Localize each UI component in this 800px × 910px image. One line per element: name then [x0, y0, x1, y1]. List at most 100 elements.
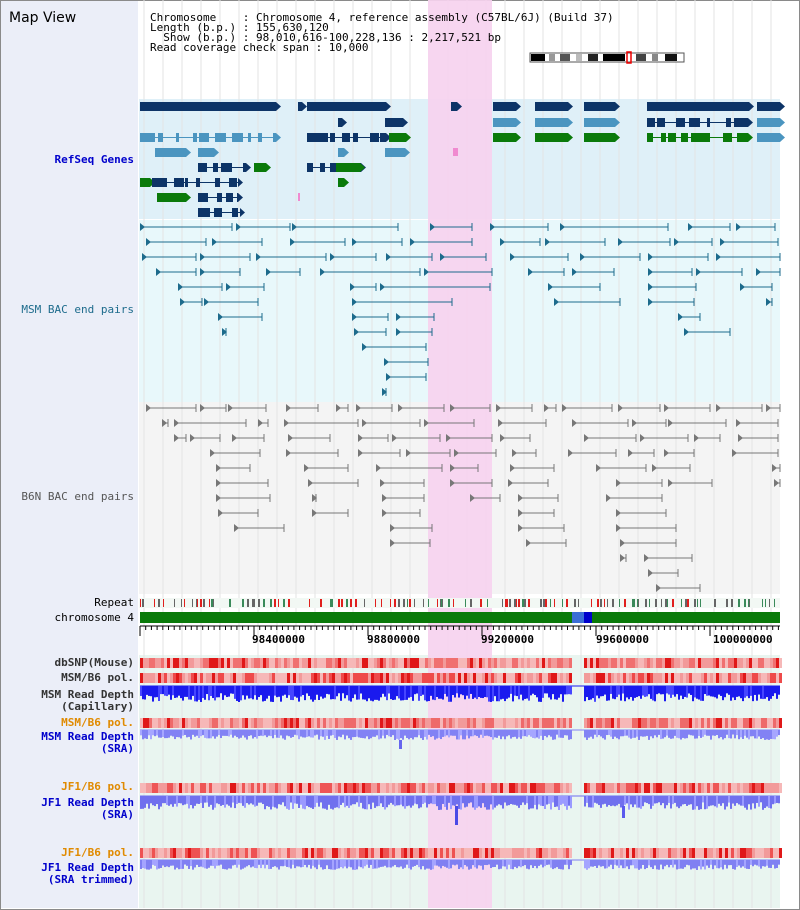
read-depth-bar	[444, 860, 446, 867]
read-depth-bar	[150, 730, 152, 740]
polymorphism-cell	[746, 658, 749, 668]
b6n-bac-pair-end	[508, 479, 513, 487]
polymorphism-cell	[410, 658, 413, 668]
read-depth-bar	[522, 730, 524, 737]
read-depth-bar	[640, 796, 642, 809]
read-depth-bar	[734, 860, 736, 870]
polymorphism-cell	[203, 783, 206, 793]
read-depth-bar	[628, 860, 630, 870]
polymorphism-cell	[377, 783, 380, 793]
polymorphism-cell	[665, 718, 668, 728]
read-depth-bar	[222, 686, 224, 700]
polymorphism-cell	[260, 673, 263, 683]
polymorphism-cell	[413, 673, 416, 683]
polymorphism-cell	[533, 848, 536, 858]
read-depth-bar	[410, 860, 412, 870]
read-depth-bar	[456, 860, 458, 865]
read-depth-bar	[348, 686, 350, 701]
polymorphism-cell	[644, 718, 647, 728]
read-depth-bar	[324, 686, 326, 698]
read-depth-bar	[554, 686, 556, 700]
read-depth-bar	[204, 686, 206, 700]
read-depth-bar	[558, 730, 560, 738]
track-label-refseq[interactable]: RefSeq Genes	[54, 153, 134, 166]
polymorphism-cell	[761, 783, 764, 793]
repeat-element	[253, 599, 255, 607]
polymorphism-cell	[659, 673, 662, 683]
read-depth-bar	[140, 686, 142, 696]
read-depth-bar	[302, 860, 304, 868]
msm-bac-pair-end	[545, 238, 550, 246]
read-depth-bar	[620, 860, 622, 866]
polymorphism-cell	[506, 783, 509, 793]
b6n-bac-track[interactable]	[146, 404, 781, 592]
read-depth-bar	[662, 860, 664, 870]
polymorphism-cell	[272, 718, 275, 728]
read-depth-bar	[342, 686, 344, 694]
track-label-b6n-bac[interactable]: B6N BAC end pairs	[21, 490, 134, 503]
track-label-msm-pol: MSM/B6 pol.	[61, 671, 134, 684]
read-depth-bar	[490, 686, 492, 702]
polymorphism-cell	[626, 718, 629, 728]
msm-bac-track[interactable]	[140, 223, 781, 396]
read-depth-bar	[522, 686, 524, 701]
read-depth-bar	[664, 730, 666, 738]
read-depth-bar	[160, 686, 162, 695]
read-depth-bar	[512, 796, 514, 805]
read-depth-bar	[650, 860, 652, 868]
read-depth-bar	[310, 860, 312, 869]
read-depth-bar	[640, 686, 642, 699]
repeat-element	[346, 599, 348, 607]
polymorphism-cell	[611, 673, 614, 683]
track-label-msm-bac[interactable]: MSM BAC end pairs	[21, 303, 134, 316]
read-depth-bar	[150, 686, 152, 697]
polymorphism-cell	[731, 848, 734, 858]
read-depth-bar	[192, 730, 194, 735]
polymorphism-cell	[503, 658, 506, 668]
chromosome-bar[interactable]	[140, 612, 780, 623]
read-depth-bar	[336, 796, 338, 808]
polymorphism-cell	[701, 783, 704, 793]
gene-block-strand-arrow	[186, 148, 191, 157]
repeat-element	[414, 599, 415, 607]
read-depth-bar	[730, 686, 732, 701]
read-depth-bar	[724, 686, 726, 698]
polymorphism-cell	[557, 658, 560, 668]
read-depth-bar	[766, 730, 768, 740]
b6n-bac-pair-end	[390, 524, 395, 532]
repeat-element	[258, 599, 260, 607]
polymorphism-cell	[383, 718, 386, 728]
read-depth-bar	[206, 796, 208, 803]
polymorphism-cell	[476, 673, 479, 683]
msm-bac-pair-end	[292, 223, 297, 231]
msm-bac-pair-end	[424, 268, 429, 276]
read-depth-bar	[656, 860, 658, 870]
polymorphism-cell	[668, 718, 671, 728]
polymorphism-cell	[677, 673, 680, 683]
read-depth-bar	[668, 796, 670, 803]
polymorphism-cell	[290, 848, 293, 858]
read-depth-bar	[158, 796, 160, 810]
chromosome-ideogram[interactable]	[529, 51, 685, 64]
polymorphism-cell	[491, 718, 494, 728]
b6n-bac-pair-end	[286, 449, 291, 457]
read-depth-bar	[462, 796, 464, 804]
read-depth-bar	[434, 730, 436, 740]
polymorphism-cell	[452, 783, 455, 793]
polymorphism-cell	[470, 718, 473, 728]
polymorphism-cell	[419, 673, 422, 683]
polymorphism-cell	[704, 848, 707, 858]
refseq-genes-track[interactable]	[140, 102, 785, 217]
read-depth-bar	[394, 860, 396, 866]
read-depth-bar	[256, 730, 258, 739]
repeat-element	[448, 599, 450, 607]
read-depth-bar	[242, 860, 244, 869]
refseq-gene-exon	[215, 178, 220, 187]
msm-bac-pair-end	[290, 238, 295, 246]
read-depth-bar	[476, 796, 478, 808]
axis-tick-label: 98800000	[367, 633, 420, 646]
read-depth-bar	[158, 686, 160, 702]
read-depth-bar	[316, 860, 318, 870]
polymorphism-cell	[281, 783, 284, 793]
